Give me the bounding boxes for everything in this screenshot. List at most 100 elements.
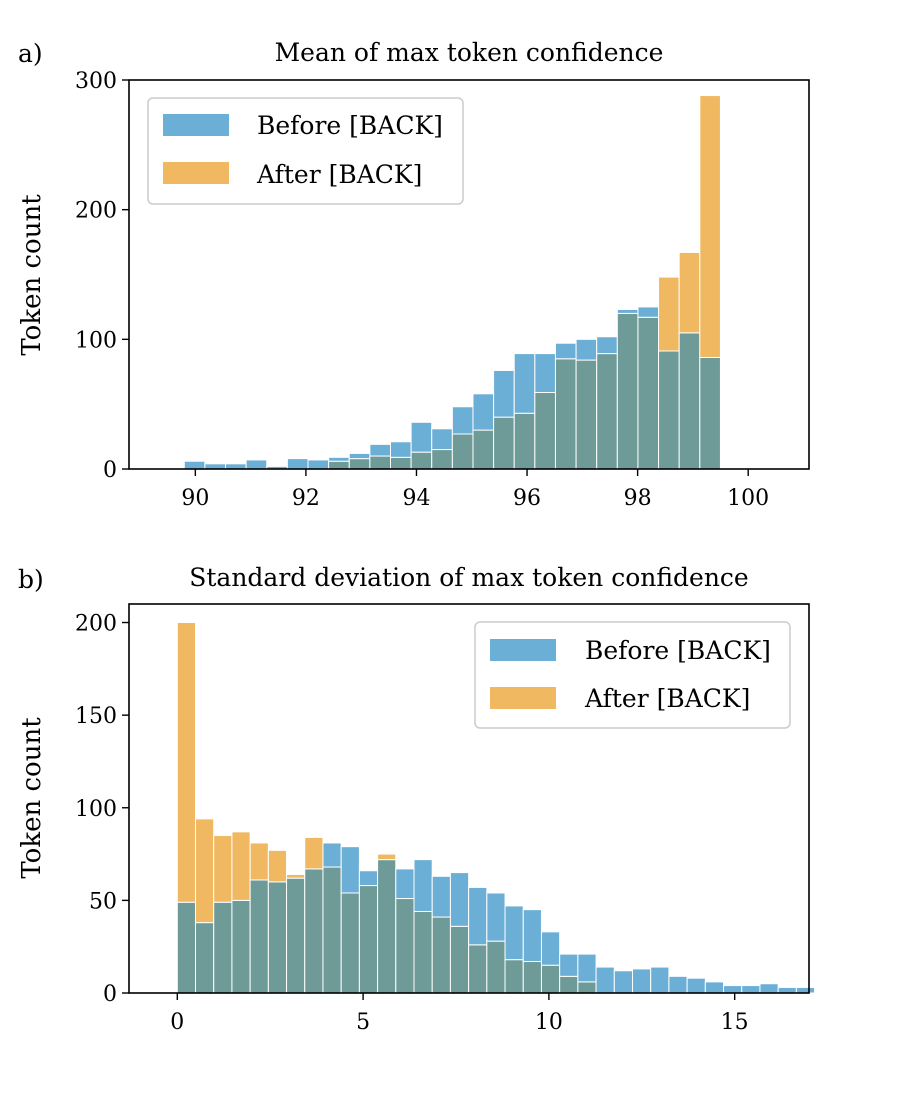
bar-before [534,353,556,393]
bar-before [613,970,633,994]
bar-overlap [577,981,597,994]
bar-overlap [540,964,561,994]
bar-after [176,622,197,903]
bar-before [340,846,360,894]
bar-overlap [322,866,342,994]
bar-before [449,872,470,927]
bar-before [413,859,433,912]
bar-overlap [451,433,474,470]
bar-before [245,459,268,470]
bar-overlap [616,312,639,470]
bar-before [631,968,652,994]
y-tick-label: 0 [103,982,117,1007]
x-tick-label: 90 [181,486,209,511]
panel-b-legend-swatch-after [490,687,556,709]
panel-a-label: a) [18,39,43,68]
bar-before [431,428,453,451]
bar-before [795,986,816,994]
bar-after [213,835,233,903]
bar-before [596,336,618,355]
bar-overlap [431,916,451,994]
panel-b-y-axis-label: Token count [17,717,47,879]
bar-before [389,441,412,458]
bar-before [348,452,371,460]
bar-overlap [348,458,371,470]
bar-before [637,306,660,318]
bar-after [286,873,306,879]
y-tick-label: 50 [89,889,117,914]
bar-before [513,353,536,414]
bar-before [472,393,495,431]
y-tick-label: 200 [75,199,117,224]
bar-overlap [504,959,524,994]
panel-b-bars [176,622,816,994]
panel-a: a) Mean of max token confidence Token co… [17,38,810,511]
x-tick-label: 5 [356,1010,370,1035]
bar-after [658,276,680,352]
bar-before [723,985,743,994]
panel-b-legend: Before [BACK] After [BACK] [474,621,791,729]
bar-before [540,931,561,966]
bar-overlap [658,350,680,470]
bar-before [741,985,761,994]
panel-b: b) Standard deviation of max token confi… [17,563,816,1035]
bar-overlap [395,898,415,994]
y-tick-label: 200 [75,612,117,637]
bar-overlap [596,353,618,470]
bar-after [249,842,269,881]
bar-overlap [213,901,233,994]
bar-after [699,95,721,358]
y-tick-label: 100 [75,328,117,353]
bar-overlap [534,391,556,470]
bar-overlap [678,332,701,470]
bar-overlap [486,940,506,994]
x-tick-label: 92 [292,486,320,511]
panel-a-frame [128,79,810,470]
bar-overlap [340,892,360,994]
panel-a-legend: Before [BACK] After [BACK] [147,97,464,205]
bar-before [668,975,688,994]
bar-overlap [231,899,251,994]
bar-overlap [699,356,721,470]
y-tick-label: 100 [75,797,117,822]
panel-b-label: b) [18,565,44,594]
x-tick-label: 100 [727,486,769,511]
bar-overlap [195,922,215,994]
bar-before [358,870,379,887]
bar-before [493,369,515,418]
bar-before [183,460,206,470]
bar-before [286,458,309,470]
x-tick-label: 15 [721,1010,749,1035]
y-tick-label: 150 [75,704,117,729]
bar-overlap [304,868,324,994]
panel-b-legend-label-before: Before [BACK] [585,636,771,665]
y-tick-label: 300 [75,69,117,94]
bar-overlap [554,358,577,470]
bar-before [595,966,615,994]
y-tick-label: 0 [103,458,117,483]
bar-before [686,977,706,994]
panel-a-legend-swatch-after [163,162,229,184]
panel-b-legend-swatch-before [490,639,556,661]
bar-overlap [513,412,536,470]
bar-overlap [267,881,288,994]
panel-a-ticks: 90 92 94 96 98 100 0 100 200 300 [75,69,769,511]
bar-before [777,986,797,994]
bar-overlap [637,316,660,470]
bar-overlap [286,877,306,994]
bar-overlap [449,925,470,994]
bar-before [575,338,598,361]
panel-a-title: Mean of max token confidence [275,38,664,67]
panel-a-bars [183,95,721,470]
x-tick-label: 94 [402,486,430,511]
bar-overlap [559,975,579,994]
panel-a-legend-label-after: After [BACK] [256,160,422,189]
bar-overlap [493,416,515,470]
bar-before [410,421,433,453]
bar-before [322,842,342,868]
bar-before [704,981,725,994]
bar-before [451,406,474,435]
bar-before [559,953,579,977]
